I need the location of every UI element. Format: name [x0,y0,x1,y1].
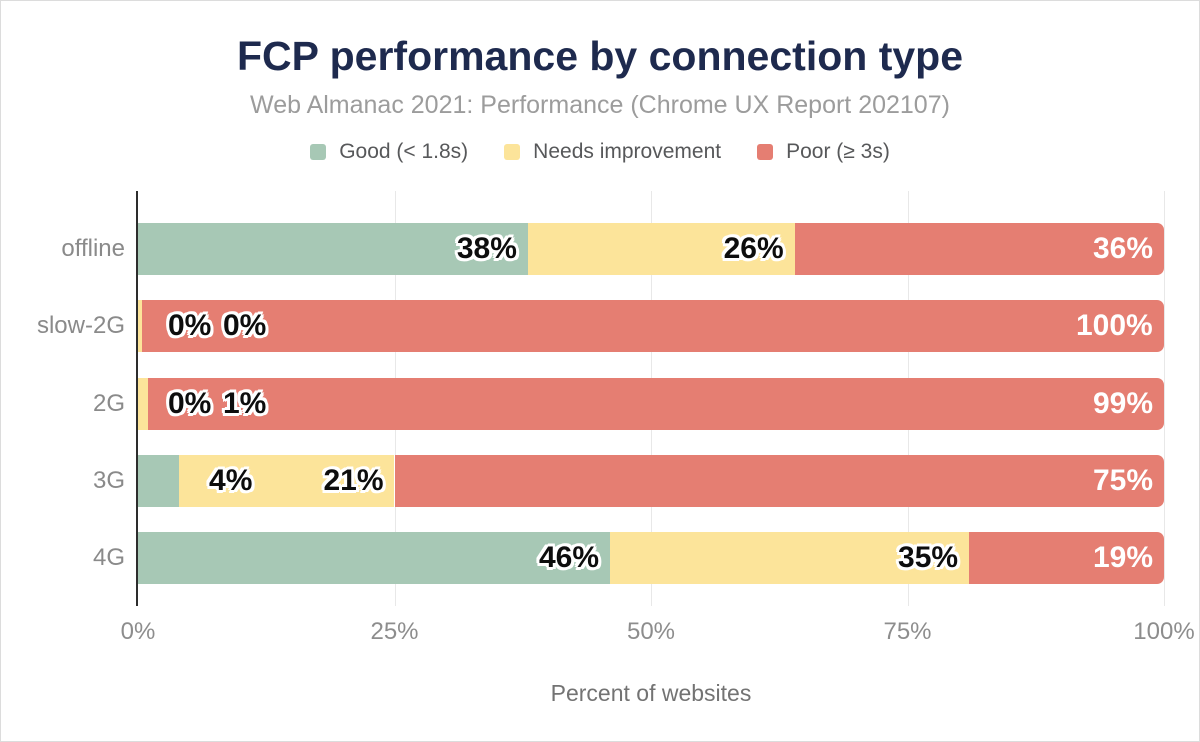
value-label-needs-improvement: 1% [223,386,267,420]
bar-segment-good [138,223,528,275]
chart-title: FCP performance by connection type [236,33,963,79]
legend-swatch-needs-improvement [504,144,521,160]
bar-segment-needs-improvement [138,300,142,353]
bar-row-4G: 4G 46% 35% 19% [93,532,1164,585]
bar-segment-needs-improvement [179,454,395,507]
x-tick-label: 0% [120,618,156,645]
value-label-poor: 19% [1093,541,1154,575]
bar-row-slow-2G: slow-2G 0% 0% 100% [37,300,1164,353]
value-label-needs-improvement: 26% [723,232,784,265]
legend-item-needs-improvement: Needs improvement [504,140,721,164]
value-label-poor: 75% [1093,463,1154,497]
bar-segment-good [138,532,610,585]
legend: Good (< 1.8s) Needs improvement Poor (≥ 3s… [1,140,1199,164]
legend-label: Good (< 1.8s) [339,140,469,163]
value-label-poor: 36% [1093,232,1154,265]
category-label: offline [61,235,125,262]
y-axis-line [136,191,138,606]
bar-row-offline: offline 38% 26% 36% [61,223,1164,275]
x-tick-label: 50% [626,618,676,645]
bar-segment-poor [794,223,1164,275]
value-label-good: 0% [168,309,212,343]
value-label-needs-improvement: 0% [223,309,267,343]
category-label: 2G [92,389,125,417]
bar-segment-poor [969,532,1164,585]
bar-segment-needs-improvement [609,532,970,585]
chart-subtitle: Web Almanac 2021: Performance (Chrome UX… [250,91,950,119]
bar-segment-poor [148,377,1164,430]
bar-row-3G: 3G 4% 21% 75% [93,454,1164,507]
gridline-100 [1164,191,1165,606]
legend-label: Needs improvement [533,140,722,163]
legend-label: Poor (≥ 3s) [786,140,890,163]
bar-row-2G: 2G 0% 1% 99% [93,377,1164,430]
value-label-good: 0% [168,386,212,420]
bar-segment-poor [394,454,1164,507]
value-label-needs-improvement: 35% [898,541,959,575]
value-label-needs-improvement: 21% [323,463,384,497]
legend-item-good: Good (< 1.8s) [310,140,468,164]
x-axis-title: Percent of websites [550,680,752,706]
x-tick-label: 100% [1133,618,1195,645]
value-label-good: 38% [456,232,517,265]
category-label: 4G [92,544,125,572]
value-label-good: 4% [209,463,253,497]
plot-area: Percent of websites 0% 25% 50% 75% 100% offli… [37,191,1195,706]
legend-swatch-poor [757,144,774,160]
bar-segment-poor [141,300,1164,353]
value-label-poor: 99% [1093,386,1154,420]
category-label: 3G [92,466,125,494]
value-label-good: 46% [538,541,599,575]
bar-segment-needs-improvement [527,223,795,275]
x-tick-label: 75% [883,618,932,645]
category-label: slow-2G [36,312,125,340]
bar-segment-needs-improvement [138,377,149,430]
value-label-poor: 100% [1076,309,1153,343]
legend-item-poor: Poor (≥ 3s) [757,140,890,164]
x-tick-label: 25% [370,618,419,645]
bar-segment-good [138,454,180,507]
legend-swatch-good [310,144,327,160]
